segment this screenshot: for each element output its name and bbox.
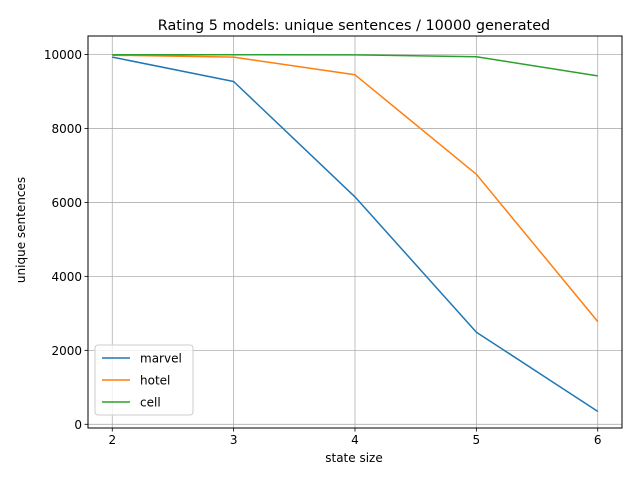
- y-tick-label: 4000: [51, 270, 82, 284]
- series-lines: [112, 53, 599, 413]
- x-tick-label: 2: [108, 433, 116, 447]
- series-line-marvel: [112, 56, 599, 413]
- legend: marvel hotel cell: [94, 344, 194, 416]
- y-tick-label: 0: [74, 418, 82, 432]
- y-tick-label: 8000: [51, 122, 82, 136]
- y-tick-label: 6000: [51, 196, 82, 210]
- series-line-hotel: [112, 54, 599, 322]
- y-axis-label: unique sentences: [14, 177, 28, 283]
- axis-ticks: 2 3 4 5 6 0 2000 4000 6000 8000 10000: [44, 48, 602, 447]
- x-tick-label: 6: [594, 433, 602, 447]
- chart-title: Rating 5 models: unique sentences / 1000…: [158, 18, 550, 34]
- legend-label-marvel: marvel: [140, 352, 182, 366]
- legend-label-cell: cell: [140, 396, 161, 410]
- series-line-cell: [112, 53, 598, 77]
- x-tick-label: 3: [230, 433, 238, 447]
- legend-label-hotel: hotel: [140, 374, 170, 388]
- legend-box: [94, 344, 194, 416]
- y-tick-label: 10000: [44, 48, 82, 62]
- x-tick-label: 4: [351, 433, 359, 447]
- x-axis-label: state size: [325, 451, 382, 465]
- y-tick-label: 2000: [51, 344, 82, 358]
- x-tick-label: 5: [473, 433, 481, 447]
